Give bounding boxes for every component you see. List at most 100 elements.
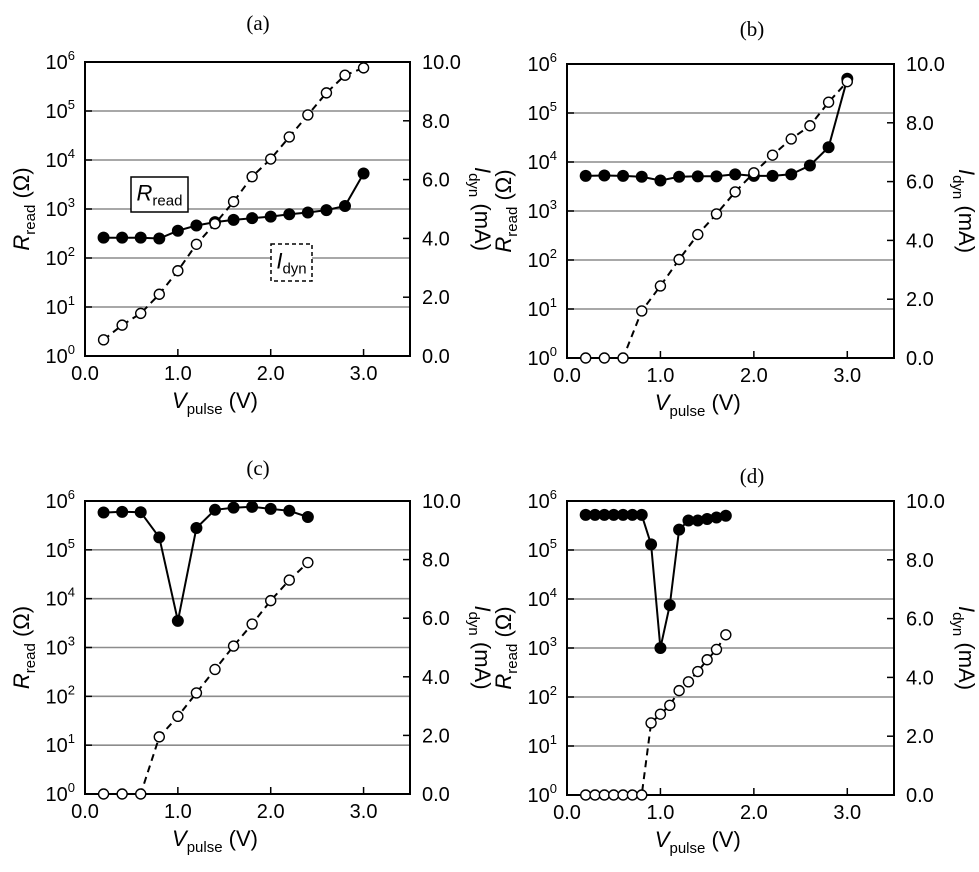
y-left-tick-label: 104: [46, 585, 75, 611]
legend-box: [130, 176, 189, 213]
data-point-filled: [153, 232, 166, 245]
data-point-open: [766, 149, 779, 161]
data-point-open: [135, 788, 147, 800]
data-point-filled: [822, 141, 835, 154]
x-tick-label: 2.0: [257, 801, 285, 823]
data-point-filled: [190, 521, 203, 534]
chart-panel-c: (c) 0.0 1.0 2.0 3.0 100 101 102 103 104 105 106 0.0 2…: [9, 456, 495, 856]
data-point-open: [682, 676, 695, 688]
legend-box: [270, 243, 313, 282]
data-point-filled: [116, 231, 129, 244]
data-point-open: [116, 319, 128, 331]
data-point-filled: [719, 509, 732, 522]
y-right-tick-label: 8.0: [906, 550, 934, 572]
y-right-tick-label: 10.0: [422, 491, 461, 513]
x-tick-label: 2.0: [740, 802, 768, 824]
data-point-open: [654, 708, 667, 720]
x-axis-title: Vpulse (V): [655, 390, 741, 420]
data-point-open: [608, 789, 620, 801]
y-left-axis-title: Rread (Ω): [9, 167, 39, 250]
y-left-tick-label: 104: [46, 146, 75, 172]
y-right-tick-label: 6.0: [422, 170, 450, 192]
data-point-open: [598, 789, 611, 801]
data-point-open: [246, 618, 258, 630]
x-tick-label: 1.0: [164, 801, 192, 823]
y-left-tick-label: 101: [528, 295, 557, 321]
data-point-filled: [301, 511, 314, 524]
y-left-tick-label: 103: [46, 195, 75, 221]
y-right-axis-title: Idyn (mA): [949, 169, 979, 253]
x-axis-title: Vpulse (V): [172, 388, 258, 418]
chart-panel-d: (d) 0.0 1.0 2.0 3.0 100 101 102 103 104 105 106 0.0 2…: [491, 464, 979, 857]
series-r-read: [97, 500, 314, 627]
data-point-open: [785, 133, 797, 145]
panel-label: (a): [246, 11, 269, 35]
y-right-tick-label: 10.0: [422, 52, 461, 74]
data-point-filled: [227, 213, 240, 226]
y-right-tick-label: 4.0: [906, 230, 934, 252]
y-left-tick-label: 101: [46, 293, 75, 319]
x-tick-label: 3.0: [833, 802, 861, 824]
x-tick-label: 2.0: [257, 363, 285, 385]
series-line: [585, 513, 726, 649]
y-left-tick-label: 100: [528, 344, 557, 370]
data-point-filled: [673, 170, 686, 183]
data-point-open: [692, 665, 704, 678]
chart-panel-a: (a) 0.0 1.0 2.0 3.0 100 101 102 103 104 105 106 0.0 2…: [9, 11, 495, 418]
series-i-dyn: [579, 75, 853, 364]
data-point-filled: [635, 508, 648, 521]
data-point-open: [246, 170, 258, 183]
y-left-tick-label: 102: [528, 246, 557, 272]
data-point-filled: [209, 503, 221, 516]
data-point-open: [357, 62, 370, 74]
y-right-axis-title: Idyn (mA): [465, 605, 495, 689]
data-point-open: [748, 167, 760, 179]
data-point-open: [227, 640, 240, 652]
data-point-open: [598, 352, 611, 364]
data-point-open: [636, 305, 648, 317]
x-tick-label: 0.0: [553, 365, 581, 387]
x-tick-label: 3.0: [350, 363, 378, 385]
y-right-axis-title: Idyn (mA): [465, 167, 495, 251]
data-point-filled: [116, 505, 129, 518]
data-point-filled: [264, 502, 277, 515]
y-right-tick-label: 4.0: [422, 667, 450, 689]
data-point-filled: [598, 169, 611, 182]
x-tick-label: 0.0: [71, 801, 99, 823]
y-left-tick-label: 105: [46, 97, 75, 123]
data-point-filled: [246, 500, 259, 513]
data-point-filled: [97, 506, 110, 519]
series-i-dyn: [97, 62, 370, 346]
data-point-filled: [803, 159, 816, 172]
data-point-open: [654, 280, 667, 292]
data-point-filled: [301, 206, 314, 219]
y-left-tick-label: 100: [46, 780, 75, 806]
data-point-open: [617, 352, 629, 364]
data-point-filled: [264, 210, 277, 223]
y-left-tick-label: 102: [46, 244, 75, 270]
y-right-tick-label: 2.0: [422, 725, 450, 747]
data-point-filled: [663, 599, 676, 612]
data-point-open: [804, 120, 816, 132]
y-right-tick-label: 2.0: [422, 287, 450, 309]
x-axis-title: Vpulse (V): [655, 827, 741, 857]
data-point-open: [97, 334, 110, 346]
y-left-tick-label: 103: [528, 197, 557, 223]
data-point-open: [841, 75, 853, 88]
legend-label: Rread: [137, 181, 183, 210]
y-right-tick-label: 6.0: [906, 609, 934, 631]
data-point-filled: [97, 231, 110, 244]
y-left-tick-label: 101: [528, 732, 557, 758]
y-left-tick-label: 106: [46, 487, 75, 513]
data-point-filled: [134, 506, 147, 519]
y-right-tick-label: 8.0: [422, 111, 450, 133]
y-left-tick-label: 102: [46, 682, 75, 708]
data-point-filled: [190, 219, 203, 232]
y-left-tick-label: 106: [528, 50, 557, 76]
y-right-tick-label: 0.0: [906, 348, 934, 370]
y-right-tick-label: 2.0: [906, 726, 934, 748]
data-point-open: [617, 789, 629, 801]
data-point-open: [339, 69, 351, 81]
data-point-open: [116, 788, 128, 800]
